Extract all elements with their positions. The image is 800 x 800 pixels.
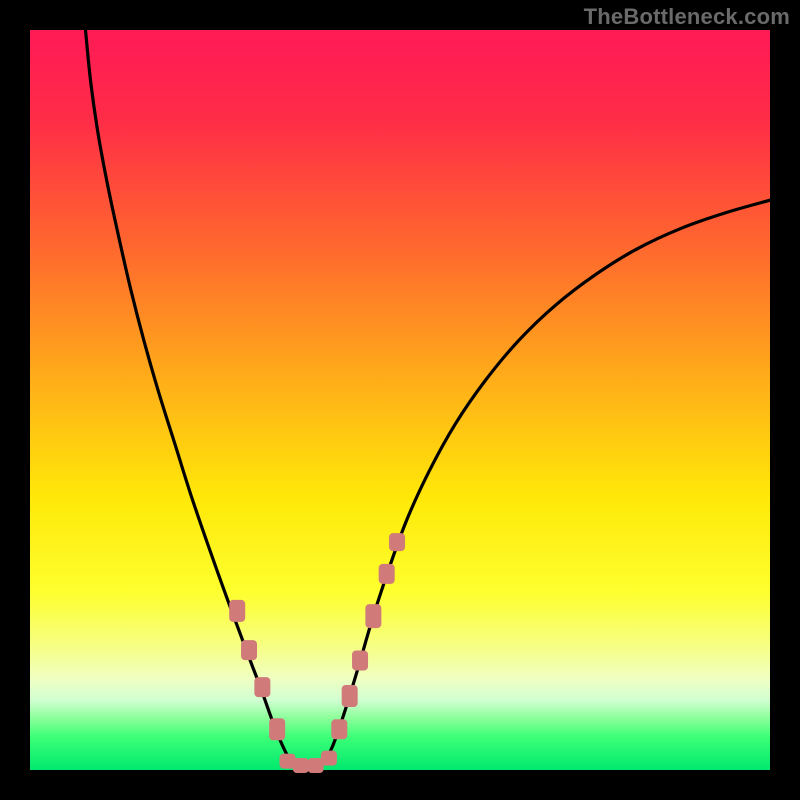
data-marker: [293, 758, 309, 773]
data-marker: [229, 600, 245, 622]
data-marker: [342, 685, 358, 707]
data-marker: [321, 751, 337, 766]
data-marker: [379, 564, 395, 584]
chart-stage: TheBottleneck.com: [0, 0, 800, 800]
data-marker: [365, 604, 381, 628]
plot-background: [30, 30, 770, 770]
data-marker: [389, 533, 405, 551]
data-marker: [269, 718, 285, 740]
data-marker: [241, 640, 257, 660]
data-marker: [331, 719, 347, 739]
data-marker: [352, 650, 368, 670]
watermark-text: TheBottleneck.com: [584, 4, 790, 30]
chart-svg: [0, 0, 800, 800]
data-marker: [254, 677, 270, 697]
